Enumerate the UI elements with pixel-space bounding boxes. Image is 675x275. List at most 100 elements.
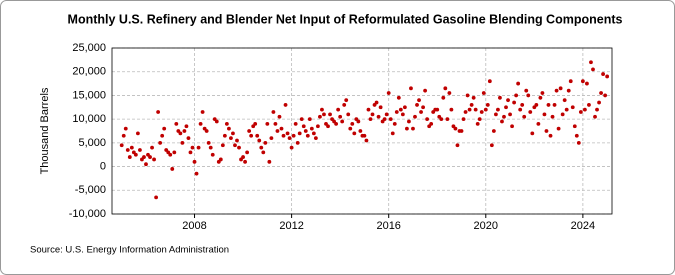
point: [390, 131, 395, 136]
plot-border: [111, 47, 613, 215]
point: [498, 95, 502, 100]
point: [138, 148, 142, 152]
x-tick-label: 2020: [474, 220, 498, 232]
point: [320, 107, 324, 112]
point: [386, 91, 391, 95]
point: [423, 88, 428, 93]
point: [237, 145, 241, 150]
point: [475, 121, 480, 126]
point: [265, 121, 270, 126]
point: [496, 107, 500, 112]
point: [520, 103, 525, 107]
point: [364, 138, 369, 143]
point: [186, 136, 191, 141]
point: [275, 129, 280, 133]
y-tick-label: 5,000: [78, 137, 106, 149]
point: [382, 117, 387, 122]
point: [121, 133, 126, 138]
point: [174, 121, 179, 126]
point: [443, 86, 448, 91]
point: [487, 79, 492, 84]
point: [194, 171, 199, 176]
point: [398, 107, 403, 112]
point: [168, 152, 173, 157]
point: [465, 93, 470, 98]
point: [419, 110, 423, 114]
point: [190, 145, 195, 150]
point: [409, 86, 413, 91]
point: [548, 133, 553, 138]
y-tick-label: 25,000: [72, 42, 106, 54]
point: [512, 100, 517, 105]
point: [198, 121, 203, 126]
point: [572, 124, 577, 129]
point: [245, 150, 250, 155]
point: [231, 131, 235, 136]
point: [376, 114, 381, 119]
point: [305, 133, 310, 138]
point: [522, 114, 527, 119]
point: [550, 114, 555, 119]
point: [508, 112, 512, 117]
point: [182, 129, 187, 133]
point: [218, 157, 223, 162]
point: [220, 143, 225, 148]
point: [544, 129, 549, 133]
point: [123, 126, 128, 131]
point: [481, 91, 486, 95]
point: [311, 131, 316, 136]
point: [556, 126, 561, 131]
point: [188, 150, 193, 155]
point: [546, 103, 551, 107]
point: [560, 112, 565, 117]
point: [449, 107, 454, 112]
y-tick-label: -10,000: [69, 208, 106, 220]
point: [192, 159, 197, 164]
point: [287, 136, 292, 141]
point: [259, 145, 264, 150]
point: [461, 117, 466, 122]
point: [336, 107, 341, 112]
point: [152, 157, 156, 162]
point: [281, 133, 286, 138]
x-tick-label: 2008: [182, 220, 206, 232]
point: [459, 129, 464, 133]
point: [578, 110, 583, 114]
point: [249, 133, 254, 138]
y-tick-label: 10,000: [72, 113, 106, 125]
point: [388, 117, 393, 122]
point: [473, 107, 478, 112]
point: [233, 143, 237, 148]
point: [374, 100, 379, 105]
y-tick-label: 0: [100, 160, 106, 172]
chart-title: Monthly U.S. Refinery and Blender Net In…: [68, 12, 623, 26]
point: [301, 124, 306, 129]
point: [402, 105, 407, 110]
point: [467, 107, 472, 112]
point: [564, 107, 569, 112]
point: [263, 140, 268, 145]
point: [542, 112, 547, 117]
point: [595, 107, 599, 112]
point: [160, 133, 165, 138]
point: [315, 124, 320, 129]
y-tick-label: 20,000: [72, 66, 106, 78]
point: [318, 114, 322, 119]
point: [162, 126, 167, 131]
point: [303, 129, 308, 133]
point: [255, 133, 260, 138]
source: Source: U.S. Energy Information Administ…: [30, 245, 229, 256]
point: [463, 110, 468, 114]
point: [277, 114, 282, 119]
point: [591, 67, 595, 72]
point: [227, 126, 231, 131]
point: [392, 121, 397, 126]
point: [514, 93, 519, 98]
point: [208, 145, 213, 150]
point: [411, 126, 415, 131]
point: [273, 121, 278, 126]
point: [587, 103, 591, 107]
point: [156, 110, 161, 114]
point: [150, 145, 154, 150]
